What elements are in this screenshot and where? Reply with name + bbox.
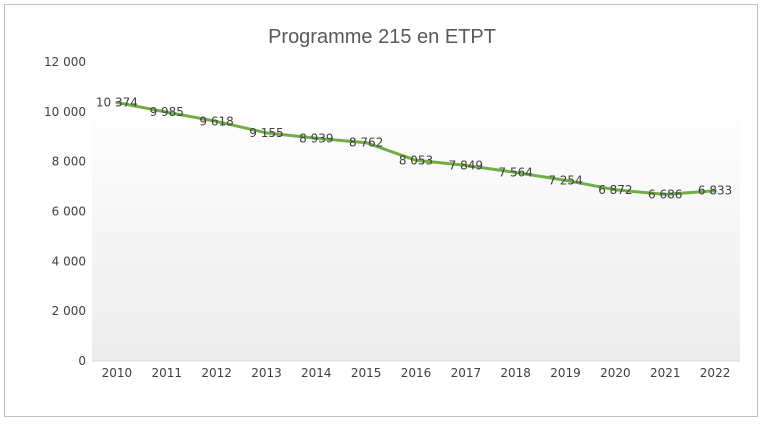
data-label: 9 985 <box>150 105 184 119</box>
x-tick-label: 2015 <box>351 366 382 380</box>
y-tick-label: 12 000 <box>44 55 86 69</box>
x-tick-label: 2014 <box>301 366 332 380</box>
x-tick-label: 2016 <box>401 366 432 380</box>
x-tick-label: 2018 <box>500 366 531 380</box>
data-point <box>264 131 268 135</box>
y-tick-label: 8 000 <box>52 155 86 169</box>
x-tick-label: 2019 <box>550 366 581 380</box>
data-point <box>115 101 119 105</box>
x-tick-label: 2013 <box>251 366 282 380</box>
data-label: 9 155 <box>249 126 283 140</box>
x-tick-label: 2011 <box>151 366 182 380</box>
data-point <box>514 171 518 175</box>
data-labels: 10 374 9 985 9 618 9 155 8 939 8 762 8 053 7 84… <box>96 96 732 202</box>
chart-title: Programme 215 en ETPT <box>268 26 496 48</box>
data-label: 6 872 <box>598 183 632 197</box>
data-point <box>464 163 468 167</box>
y-axis: 0 2 000 4 000 6 000 8 000 10 000 12 000 <box>44 55 86 368</box>
data-point <box>364 141 368 145</box>
data-point <box>314 136 318 140</box>
data-label: 8 762 <box>349 136 383 150</box>
y-tick-label: 2 000 <box>52 304 86 318</box>
data-label: 7 564 <box>499 166 533 180</box>
x-tick-label: 2017 <box>451 366 482 380</box>
plot-area-background <box>92 100 740 361</box>
x-tick-label: 2012 <box>201 366 232 380</box>
x-tick-label: 2021 <box>650 366 681 380</box>
y-tick-label: 0 <box>78 354 86 368</box>
y-tick-label: 4 000 <box>52 254 86 268</box>
data-label: 9 618 <box>199 114 233 128</box>
y-tick-label: 10 000 <box>44 105 86 119</box>
data-label: 8 053 <box>399 153 433 167</box>
x-axis: 2010 2011 2012 2013 2014 2015 2016 2017 2018 2019… <box>102 366 731 380</box>
x-tick-label: 2010 <box>102 366 133 380</box>
data-point <box>414 158 418 162</box>
data-label: 10 374 <box>96 96 138 110</box>
data-label: 6 686 <box>648 187 682 201</box>
data-point <box>165 110 169 114</box>
data-point <box>613 188 617 192</box>
data-label: 8 939 <box>299 131 333 145</box>
data-point <box>564 178 568 182</box>
data-label: 6 833 <box>698 184 732 198</box>
y-tick-label: 6 000 <box>52 205 86 219</box>
data-label: 7 849 <box>449 158 483 172</box>
data-point <box>713 189 717 193</box>
x-tick-label: 2022 <box>700 366 731 380</box>
data-label: 7 254 <box>548 173 582 187</box>
data-point <box>215 119 219 123</box>
data-point <box>663 192 667 196</box>
x-tick-label: 2020 <box>600 366 631 380</box>
series-layer <box>115 101 717 196</box>
